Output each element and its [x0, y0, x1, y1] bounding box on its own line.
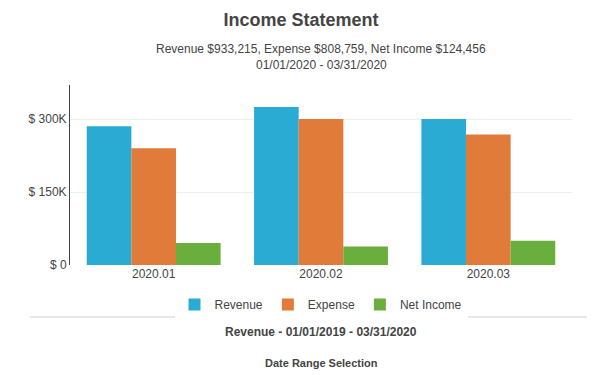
svg-text:Revenue: Revenue — [215, 298, 263, 312]
svg-text:Income Statement: Income Statement — [223, 10, 378, 30]
svg-text:Date Range Selection: Date Range Selection — [265, 357, 378, 369]
svg-text:2020.02: 2020.02 — [299, 267, 343, 281]
svg-text:Expense: Expense — [308, 298, 355, 312]
svg-text:2020.01: 2020.01 — [132, 267, 176, 281]
svg-text:01/01/2020 - 03/31/2020: 01/01/2020 - 03/31/2020 — [256, 58, 387, 72]
svg-text:2020.03: 2020.03 — [467, 267, 511, 281]
svg-text:$ 150K: $ 150K — [29, 185, 67, 199]
svg-text:Revenue - 01/01/2019 - 03/31/2: Revenue - 01/01/2019 - 03/31/2020 — [225, 325, 417, 339]
svg-text:$ 0: $ 0 — [50, 258, 67, 272]
svg-text:Net Income: Net Income — [400, 298, 462, 312]
svg-text:Revenue $933,215, Expense $808: Revenue $933,215, Expense $808,759, Net … — [156, 42, 486, 56]
svg-text:$ 300K: $ 300K — [29, 112, 67, 126]
